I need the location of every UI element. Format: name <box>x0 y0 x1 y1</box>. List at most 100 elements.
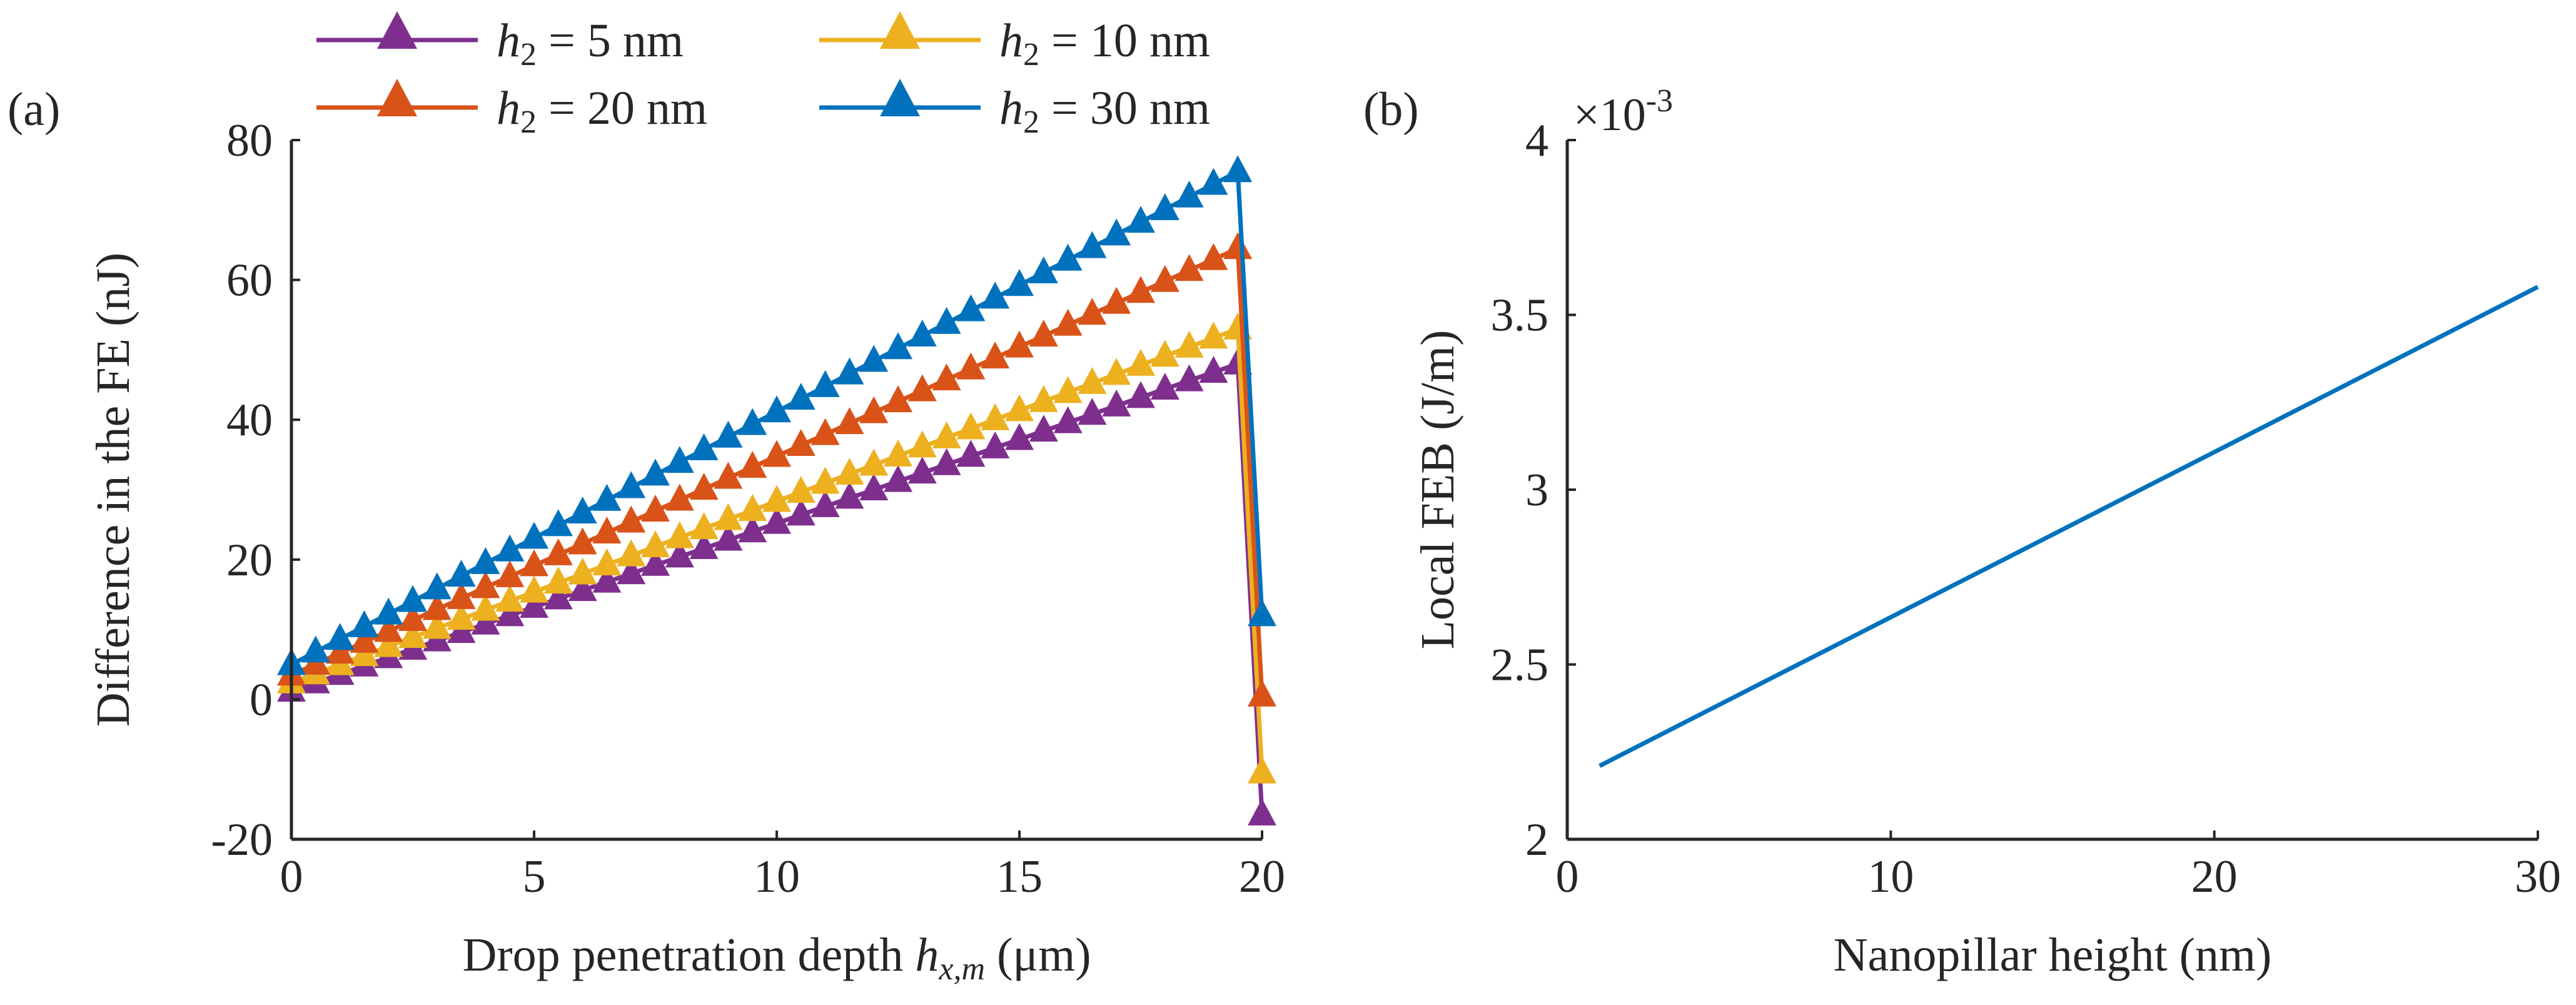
data-point <box>1248 679 1276 707</box>
data-point <box>1102 358 1131 385</box>
data-point <box>835 407 864 435</box>
data-point <box>786 429 816 457</box>
data-point <box>1174 330 1204 358</box>
data-point <box>568 527 597 555</box>
data-point <box>447 582 476 609</box>
series-line-local-feb <box>1599 285 2539 768</box>
data-point <box>1029 415 1058 442</box>
data-point <box>1053 406 1083 433</box>
x-tick-label: 20 <box>1239 851 1285 902</box>
data-point <box>617 557 646 585</box>
panel-b-y-ticks: 2 2.5 3 3.5 4 <box>1491 115 1576 866</box>
data-point <box>325 623 355 650</box>
panel-a-y-axis-label: Difference in the FE (nJ) <box>87 253 139 727</box>
data-point <box>835 457 864 485</box>
data-point <box>811 490 840 517</box>
y-tick-label: 4 <box>1525 115 1548 166</box>
data-point <box>1248 798 1276 826</box>
data-point <box>714 523 743 551</box>
x-tick-label: 10 <box>1867 851 1914 902</box>
data-point <box>592 516 622 543</box>
data-point <box>617 505 646 533</box>
data-point <box>617 471 646 498</box>
data-point <box>762 440 791 467</box>
data-point <box>859 448 889 476</box>
data-point <box>981 431 1010 458</box>
data-point <box>981 341 1010 369</box>
data-point <box>543 538 573 565</box>
y-tick-label: 60 <box>226 255 273 306</box>
panel-b-label: (b) <box>1363 83 1419 136</box>
data-point <box>738 451 767 478</box>
data-point <box>641 494 670 522</box>
data-point <box>592 548 622 575</box>
data-point <box>447 603 476 630</box>
data-point <box>786 475 816 503</box>
data-point <box>884 385 912 413</box>
data-point <box>1005 269 1034 296</box>
data-point <box>374 630 403 657</box>
data-point <box>1005 330 1034 358</box>
data-point <box>811 370 840 397</box>
y-tick-label: 0 <box>250 674 273 725</box>
data-point <box>1078 366 1107 394</box>
data-point <box>422 572 452 600</box>
data-point <box>762 395 791 423</box>
data-point <box>1126 348 1155 376</box>
x-tick-label: 5 <box>523 851 546 902</box>
data-point <box>762 507 791 534</box>
data-point <box>568 496 597 523</box>
data-point <box>907 374 937 401</box>
y-tick-label: 80 <box>226 115 273 166</box>
x-tick-label: 0 <box>1556 851 1579 902</box>
data-point <box>665 540 694 568</box>
data-point <box>1078 231 1107 258</box>
data-point <box>520 522 548 549</box>
y-tick-label: 3.5 <box>1491 290 1549 341</box>
data-point <box>1126 206 1155 233</box>
data-point <box>738 515 767 543</box>
x-tick-label: 10 <box>754 851 800 902</box>
data-point <box>1029 385 1058 412</box>
x-tick-label: 0 <box>280 851 303 902</box>
data-point <box>350 625 379 653</box>
legend-marker-triangle-icon <box>880 79 920 116</box>
series-h2--30-nm <box>277 155 1276 675</box>
legend-marker-triangle-icon <box>880 11 920 49</box>
data-point <box>714 503 743 530</box>
panel-a-x-ticks: 0 5 10 15 20 <box>280 831 1285 902</box>
data-point <box>884 439 912 467</box>
x-tick-label: 20 <box>2191 851 2238 902</box>
data-point <box>665 521 694 548</box>
legend-label: h2 = 5 nm <box>497 14 684 73</box>
panel-b-chart: (b) 0 10 20 30 2 2.5 3 3.5 4 ×10-3 Nanopillar h… <box>1363 83 2561 981</box>
data-point <box>1029 256 1058 283</box>
legend-entry-h2-5nm: h2 = 5 nm <box>316 11 684 73</box>
data-point <box>398 604 427 631</box>
data-point <box>1248 599 1276 627</box>
data-point <box>665 446 694 473</box>
panel-b-series-group <box>1599 285 2539 768</box>
data-point <box>956 412 986 440</box>
y-tick-label: 2 <box>1525 814 1548 866</box>
data-point <box>1078 398 1107 425</box>
x-tick-label: 15 <box>996 851 1043 902</box>
panel-a-legend: h2 = 5 nm h2 = 10 nm h2 = 20 nm h2 = 30 … <box>316 11 1210 140</box>
data-point <box>374 615 403 642</box>
data-point <box>1150 265 1179 292</box>
data-point <box>495 534 525 562</box>
data-point <box>1199 168 1228 195</box>
data-point <box>1102 286 1131 314</box>
data-point <box>1199 356 1228 383</box>
data-point <box>1150 193 1179 220</box>
data-point <box>568 557 597 585</box>
data-point <box>471 571 500 598</box>
data-point <box>738 408 767 435</box>
panel-a-label: (a) <box>8 83 60 136</box>
panel-b-y-exponent: ×10-3 <box>1573 83 1673 141</box>
data-point <box>1005 394 1034 422</box>
legend-marker-triangle-icon <box>377 11 417 49</box>
data-point <box>1102 389 1131 417</box>
